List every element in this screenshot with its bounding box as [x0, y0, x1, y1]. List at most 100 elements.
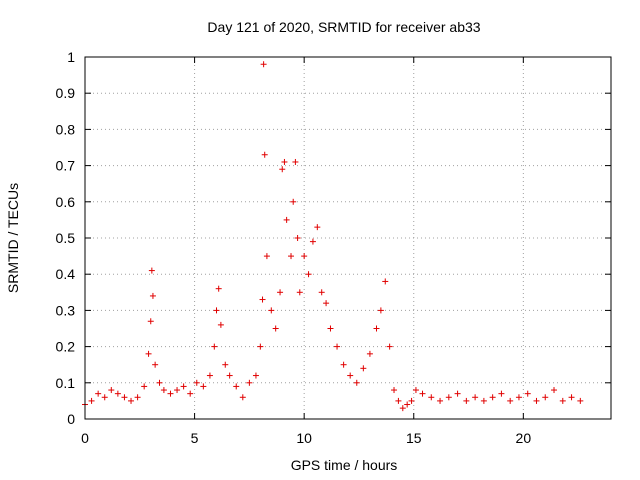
data-point: [167, 390, 174, 397]
data-point: [263, 253, 270, 260]
x-tick-label: 15: [406, 430, 422, 446]
data-point: [121, 394, 128, 401]
data-point: [577, 397, 584, 404]
data-point: [277, 289, 284, 296]
x-axis-label: GPS time / hours: [291, 457, 398, 473]
data-point: [206, 372, 213, 379]
data-point: [323, 300, 330, 307]
data-point: [279, 166, 286, 173]
data-point: [515, 394, 522, 401]
y-tick-label: 0.6: [56, 194, 76, 210]
data-point: [292, 158, 299, 165]
data-point: [222, 361, 229, 368]
data-point: [88, 397, 95, 404]
data-point: [559, 397, 566, 404]
data-point: [288, 253, 295, 260]
data-point: [148, 267, 155, 274]
data-point: [215, 285, 222, 292]
y-tick-label: 0.5: [56, 230, 76, 246]
data-point: [314, 224, 321, 231]
data-point: [141, 383, 148, 390]
data-point: [472, 394, 479, 401]
data-point: [334, 343, 341, 350]
data-point: [290, 198, 297, 205]
data-point: [268, 307, 275, 314]
y-tick-label: 0.7: [56, 158, 76, 174]
data-point: [134, 394, 141, 401]
data-point: [498, 390, 505, 397]
y-tick-label: 0.2: [56, 339, 76, 355]
data-point: [114, 390, 121, 397]
y-tick-label: 0.9: [56, 85, 76, 101]
x-tick-label: 20: [516, 430, 532, 446]
data-point: [445, 394, 452, 401]
y-tick-label: 0: [67, 411, 75, 427]
data-point: [156, 379, 163, 386]
axis-ticks: 00.10.20.30.40.50.60.70.80.910 5 10 15 20: [56, 49, 611, 446]
data-point: [395, 397, 402, 404]
data-point: [160, 387, 167, 394]
plot-frame: [84, 56, 612, 420]
data-point: [391, 387, 398, 394]
data-point: [408, 397, 415, 404]
data-point: [145, 350, 152, 357]
data-point: [463, 397, 470, 404]
data-point: [95, 390, 102, 397]
data-point: [305, 271, 312, 278]
y-axis-label: SRMTID / TECUs: [5, 183, 21, 293]
data-point: [226, 372, 233, 379]
data-point: [399, 405, 406, 412]
x-tick-label: 10: [296, 430, 312, 446]
data-point: [568, 394, 575, 401]
data-point: [386, 343, 393, 350]
data-point: [489, 394, 496, 401]
chart-title: Day 121 of 2020, SRMTID for receiver ab3…: [207, 19, 480, 35]
data-point: [174, 387, 181, 394]
data-point: [294, 235, 301, 241]
data-point: [239, 394, 246, 401]
data-point: [147, 318, 154, 325]
data-point: [281, 158, 288, 165]
data-point: [283, 216, 290, 223]
data-points: [82, 61, 584, 412]
data-point: [480, 397, 487, 404]
y-tick-label: 0.4: [56, 266, 76, 282]
data-point: [419, 390, 426, 397]
data-point: [108, 387, 115, 394]
y-tick-label: 1: [67, 49, 75, 65]
data-point: [152, 361, 159, 368]
data-point: [187, 390, 194, 397]
data-point: [353, 379, 360, 386]
data-point: [377, 307, 384, 314]
y-tick-label: 0.8: [56, 121, 76, 137]
x-tick-label: 0: [81, 430, 89, 446]
data-point: [233, 383, 240, 390]
data-point: [428, 394, 435, 401]
data-point: [261, 151, 268, 158]
data-point: [404, 401, 411, 408]
data-point: [272, 325, 279, 332]
data-point: [533, 397, 540, 404]
data-point: [200, 383, 207, 390]
data-point: [373, 325, 380, 332]
y-tick-label: 0.1: [56, 375, 76, 391]
data-point: [542, 394, 549, 401]
data-point: [101, 394, 108, 401]
data-point: [507, 397, 514, 404]
data-point: [180, 383, 187, 390]
data-point: [382, 278, 389, 285]
data-point: [257, 343, 264, 350]
data-point: [211, 343, 218, 350]
data-point: [309, 238, 316, 245]
data-point: [260, 61, 267, 68]
data-point: [128, 397, 135, 404]
data-point: [412, 387, 419, 394]
data-point: [149, 292, 156, 299]
data-point: [340, 361, 347, 368]
x-tick-label: 5: [191, 430, 199, 446]
grid: [85, 57, 611, 419]
y-tick-label: 0.3: [56, 302, 76, 318]
data-point: [524, 390, 531, 397]
data-point: [246, 379, 253, 386]
